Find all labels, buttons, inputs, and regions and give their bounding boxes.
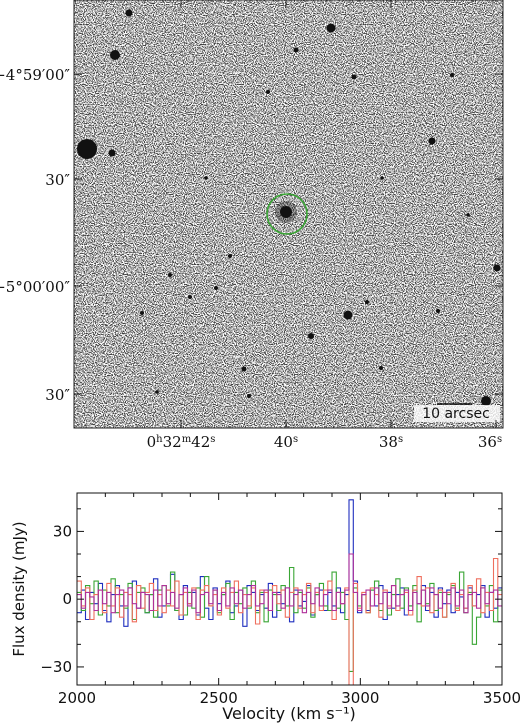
dec-label-3: −5°00′00″ xyxy=(0,278,70,296)
plot-frame xyxy=(76,492,503,686)
image-frame xyxy=(73,0,504,429)
source xyxy=(450,73,454,77)
source xyxy=(379,366,383,370)
source xyxy=(481,396,491,406)
y-tick-label: −30 xyxy=(40,658,72,676)
spectrum-series-4 xyxy=(77,553,502,614)
source xyxy=(247,394,251,398)
target-source-halo xyxy=(275,201,297,223)
source xyxy=(343,310,353,320)
source xyxy=(293,47,299,53)
source xyxy=(436,309,440,313)
ra-label-2: 40s xyxy=(274,433,298,451)
source xyxy=(380,176,384,180)
x-axis-label: Velocity (km s⁻¹) xyxy=(222,704,355,723)
source xyxy=(493,264,501,272)
source xyxy=(140,311,144,315)
ra-label-3: 38s xyxy=(379,433,403,451)
source xyxy=(155,390,159,394)
source xyxy=(110,50,120,60)
source xyxy=(326,23,336,33)
y-axis-label: Flux density (mJy) xyxy=(10,521,28,656)
source xyxy=(351,74,357,80)
source xyxy=(308,333,314,339)
ra-label-4: 36s xyxy=(478,433,502,451)
x-tick-label: 3500 xyxy=(483,689,520,707)
x-tick-label: 3000 xyxy=(341,689,379,707)
source xyxy=(466,213,470,217)
sky-image-panel: 10 arcsec −4°59′00″ 30″ −5°00′00″ 30 xyxy=(0,0,504,451)
source xyxy=(266,90,270,94)
source xyxy=(188,295,192,299)
spectrum-series xyxy=(77,499,502,685)
source xyxy=(428,137,436,145)
spectrum-axes: 2000 2500 3000 3500 −30 0 30 xyxy=(40,493,520,707)
target-source xyxy=(280,206,292,218)
y-tick-label: 0 xyxy=(62,590,72,608)
dec-ticks xyxy=(74,73,503,395)
dec-label-2: 30″ xyxy=(45,171,70,189)
dec-label-1: −4°59′00″ xyxy=(0,66,70,84)
x-tick-label: 2500 xyxy=(200,689,238,707)
y-tick-label: 30 xyxy=(53,522,72,540)
spectrum-panel: 2000 2500 3000 3500 −30 0 30 Velocity (km s⁻¹)… xyxy=(10,492,520,723)
source xyxy=(241,366,247,372)
source xyxy=(365,300,369,304)
ra-ticks xyxy=(180,0,497,428)
source xyxy=(77,139,97,159)
source xyxy=(125,9,133,17)
scale-bar-label-bg xyxy=(414,405,500,422)
source xyxy=(228,254,232,258)
source xyxy=(214,286,218,290)
x-tick-label: 2000 xyxy=(58,689,96,707)
dec-label-4: 30″ xyxy=(45,386,70,404)
source xyxy=(204,176,208,180)
source xyxy=(108,149,116,157)
scale-bar-label: 10 arcsec xyxy=(422,406,490,422)
source xyxy=(168,273,172,277)
sky-sources xyxy=(77,9,501,406)
ra-label-1: 0h32m42s xyxy=(147,433,216,451)
target-circle xyxy=(266,193,308,235)
